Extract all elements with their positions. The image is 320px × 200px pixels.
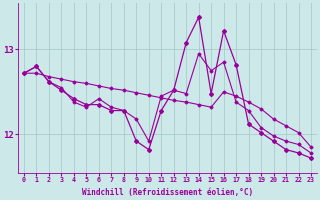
X-axis label: Windchill (Refroidissement éolien,°C): Windchill (Refroidissement éolien,°C) [82,188,253,197]
